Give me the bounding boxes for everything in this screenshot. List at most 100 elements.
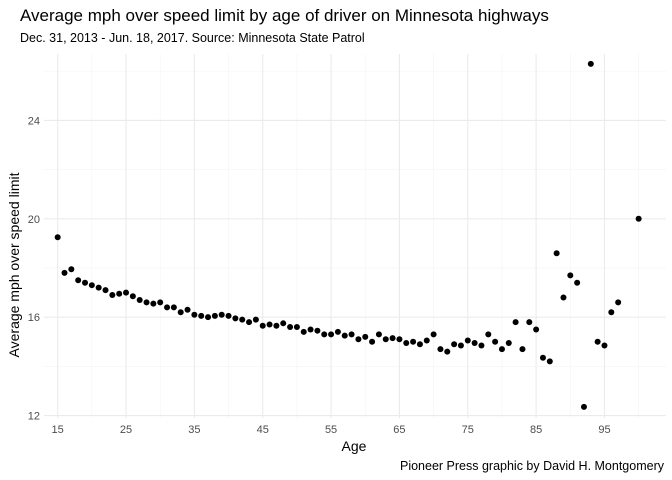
data-point <box>615 299 622 306</box>
data-point <box>116 290 123 297</box>
data-point <box>307 326 314 333</box>
data-point <box>430 331 437 338</box>
data-point <box>300 328 307 335</box>
data-point <box>498 346 505 353</box>
x-tick-label: 15 <box>52 424 64 436</box>
data-point <box>580 403 587 410</box>
x-tick-label: 85 <box>530 424 542 436</box>
data-point <box>362 333 369 340</box>
data-point <box>54 234 61 241</box>
data-point <box>170 304 177 311</box>
data-point <box>123 289 130 296</box>
data-point <box>457 342 464 349</box>
data-point <box>293 324 300 330</box>
data-point <box>601 342 608 349</box>
data-point <box>164 304 171 311</box>
data-point <box>526 319 533 326</box>
grid-layer <box>44 54 666 418</box>
data-point <box>635 215 642 222</box>
data-point <box>82 279 89 286</box>
data-point <box>451 341 458 348</box>
data-point <box>157 299 164 306</box>
data-point <box>355 336 362 343</box>
data-point <box>403 339 410 346</box>
data-point <box>266 321 273 328</box>
data-point <box>553 250 560 257</box>
data-point <box>252 316 259 323</box>
data-point <box>444 348 451 355</box>
data-point <box>205 314 212 321</box>
data-point <box>280 320 287 327</box>
data-point <box>191 311 198 318</box>
data-point <box>416 341 423 348</box>
data-point <box>492 338 499 345</box>
data-point <box>369 338 376 345</box>
data-point <box>68 266 75 273</box>
data-point <box>314 327 321 334</box>
data-point <box>88 282 95 289</box>
data-point <box>334 328 341 335</box>
y-axis-title: Average mph over speed limit <box>6 172 22 357</box>
data-point <box>246 319 253 326</box>
data-point <box>471 339 478 346</box>
data-point <box>348 331 355 338</box>
data-point <box>287 324 294 330</box>
data-point <box>129 293 136 300</box>
data-point <box>464 337 471 344</box>
chart-title: Average mph over speed limit by age of d… <box>20 6 549 25</box>
x-tick-label: 75 <box>462 424 474 436</box>
data-point <box>437 346 444 353</box>
y-tick-label: 12 <box>28 411 40 423</box>
chart-subtitle: Dec. 31, 2013 - Jun. 18, 2017. Source: M… <box>20 31 365 45</box>
data-point <box>478 342 485 349</box>
data-point <box>61 269 68 276</box>
data-point <box>608 309 615 316</box>
data-point <box>273 322 280 329</box>
x-tick-label: 45 <box>257 424 269 436</box>
y-tick-label: 20 <box>28 214 40 226</box>
data-point <box>375 331 382 338</box>
data-point <box>533 326 540 333</box>
data-point <box>574 279 581 286</box>
data-point <box>485 331 492 338</box>
data-point <box>75 277 82 284</box>
data-points <box>54 60 642 410</box>
data-point <box>150 300 157 307</box>
x-axis-title: Age <box>342 438 367 454</box>
chart-caption: Pioneer Press graphic by David H. Montgo… <box>399 459 664 473</box>
data-point <box>109 292 116 299</box>
data-point <box>102 287 109 294</box>
data-point <box>259 322 266 329</box>
data-point <box>95 284 102 291</box>
tick-labels: 15 25 35 45 55 65 75 85 95 12 16 20 24 <box>28 115 611 436</box>
data-point <box>328 331 335 338</box>
data-point <box>143 299 150 306</box>
y-tick-label: 16 <box>28 312 40 324</box>
data-point <box>341 332 348 339</box>
data-point <box>321 331 328 338</box>
data-point <box>232 315 239 322</box>
data-point <box>410 338 417 345</box>
data-point <box>396 336 403 343</box>
data-point <box>594 338 601 345</box>
data-point <box>567 272 574 279</box>
data-point <box>587 60 594 67</box>
data-point <box>136 296 143 303</box>
data-point <box>505 339 512 346</box>
data-point <box>519 346 526 353</box>
x-tick-label: 55 <box>325 424 337 436</box>
data-point <box>389 335 396 342</box>
data-point <box>382 336 389 343</box>
x-tick-label: 35 <box>188 424 200 436</box>
data-point <box>184 306 191 313</box>
data-point <box>560 294 567 301</box>
data-point <box>546 358 553 365</box>
data-point <box>211 312 218 319</box>
x-tick-label: 95 <box>598 424 610 436</box>
data-point <box>539 354 546 361</box>
data-point <box>177 309 184 316</box>
x-tick-label: 25 <box>120 424 132 436</box>
data-point <box>512 319 519 326</box>
data-point <box>423 337 430 344</box>
